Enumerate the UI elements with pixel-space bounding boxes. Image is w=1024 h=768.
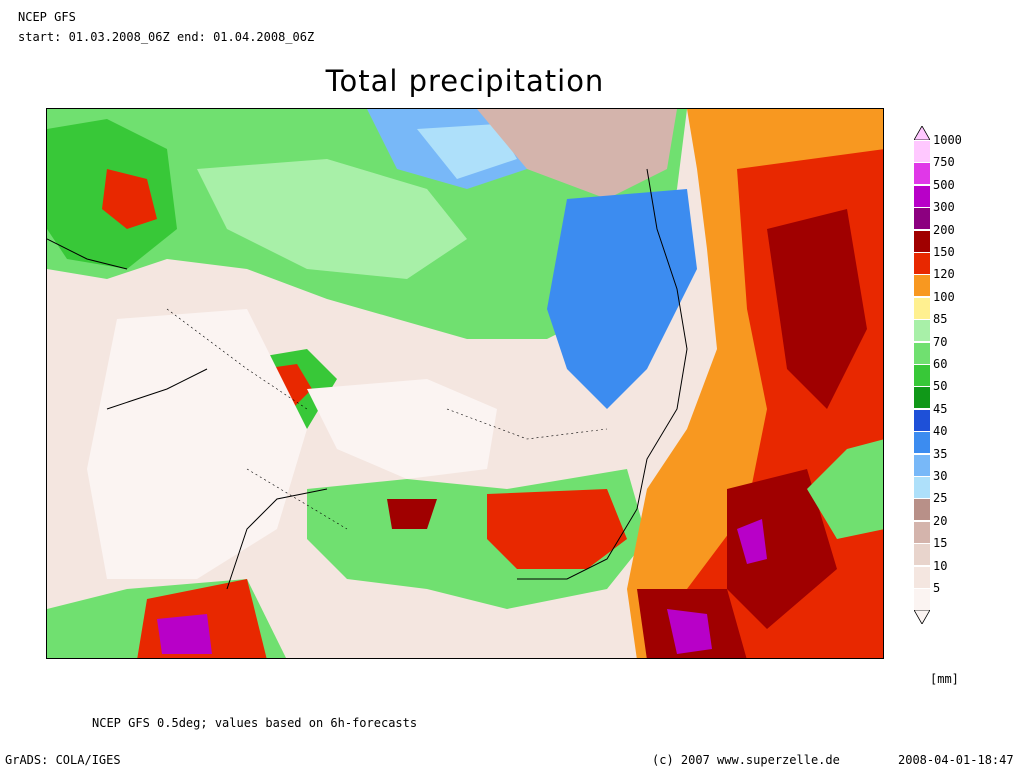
legend-label: 50 (933, 379, 948, 394)
legend-label: 40 (933, 424, 948, 439)
legend-swatch (914, 341, 930, 364)
legend-label: 30 (933, 469, 948, 483)
legend-swatch (914, 588, 930, 610)
legend-label: 100 (933, 289, 955, 304)
header-period: start: 01.03.2008_06Z end: 01.04.2008_06… (18, 30, 315, 44)
legend-label: 10 (933, 558, 948, 573)
legend-swatch (914, 453, 930, 476)
data-note: NCEP GFS 0.5deg; values based on 6h-fore… (92, 716, 418, 730)
dry-region-tibet (307, 379, 497, 479)
legend-swatch (914, 252, 930, 274)
precip-region-northeast-brown (477, 109, 677, 199)
legend-swatch (914, 386, 930, 409)
legend-label: 750 (933, 155, 955, 170)
legend-swatch (914, 476, 930, 498)
legend-swatch (914, 296, 930, 319)
legend-swatch (914, 543, 930, 566)
dry-region-west (87, 309, 307, 579)
map-title: Total precipitation (325, 64, 605, 98)
legend-label: 1000 (933, 133, 962, 147)
legend-arrow-top (914, 126, 930, 140)
legend-swatch (914, 184, 930, 207)
precip-region-northwest-red (102, 169, 157, 229)
legend-swatch (914, 498, 930, 521)
precip-region-north-lightgreen (197, 159, 467, 279)
legend-label: 35 (933, 446, 948, 461)
precip-region-indian-ocean-purple (157, 614, 212, 654)
precip-region-philippines-purple (667, 609, 712, 654)
legend-label: 25 (933, 491, 948, 506)
legend-swatch (914, 408, 930, 431)
timestamp: 2008-04-01-18:47 (898, 753, 1014, 767)
legend-arrow-bottom (914, 610, 930, 625)
legend-label: 200 (933, 222, 955, 237)
legend-swatch (914, 565, 930, 588)
precip-region-pacific-purple (737, 519, 767, 564)
precipitation-map (46, 108, 884, 659)
precip-region-bengal-darkred (387, 499, 437, 529)
precip-region-north-lightblue (417, 124, 517, 179)
legend-swatch (914, 207, 930, 230)
legend-label: 85 (933, 312, 948, 327)
legend-unit: [mm] (930, 672, 959, 686)
color-legend: 1000 750 500 300 200 150 120 100 85 70 60 50 45 40 35 3… (914, 126, 974, 629)
legend-label: 45 (933, 401, 948, 416)
copyright: (c) 2007 www.superzelle.de (652, 753, 840, 767)
precip-region-pacific-darkred-north (767, 209, 867, 409)
precip-region-pacific-green-band (807, 439, 883, 539)
legend-label: 300 (933, 200, 955, 215)
legend-swatch (914, 431, 930, 454)
precip-region-east-blue (547, 189, 697, 409)
legend-label: 150 (933, 245, 955, 259)
country-borders (166, 308, 608, 530)
legend-label: 15 (933, 536, 948, 551)
precip-region-south-china-red (487, 489, 627, 569)
legend-label: 5 (933, 581, 941, 595)
header-model-name: NCEP GFS (18, 10, 76, 24)
legend-label: 20 (933, 513, 948, 528)
software-credit: GrADS: COLA/IGES (5, 753, 121, 767)
legend-swatch (914, 229, 930, 252)
legend-swatch (914, 520, 930, 543)
legend-label: 60 (933, 357, 948, 371)
legend-swatch (914, 140, 930, 162)
legend-swatch (914, 364, 930, 386)
legend-swatch (914, 274, 930, 297)
legend-label: 120 (933, 267, 955, 282)
precip-region-pacific-darkred-south (727, 469, 837, 629)
legend-swatch (914, 162, 930, 185)
legend-label: 500 (933, 177, 955, 192)
legend-label: 70 (933, 334, 948, 349)
precipitation-map-svg (47, 109, 883, 658)
legend-swatch (914, 319, 930, 342)
coastlines (47, 168, 688, 590)
